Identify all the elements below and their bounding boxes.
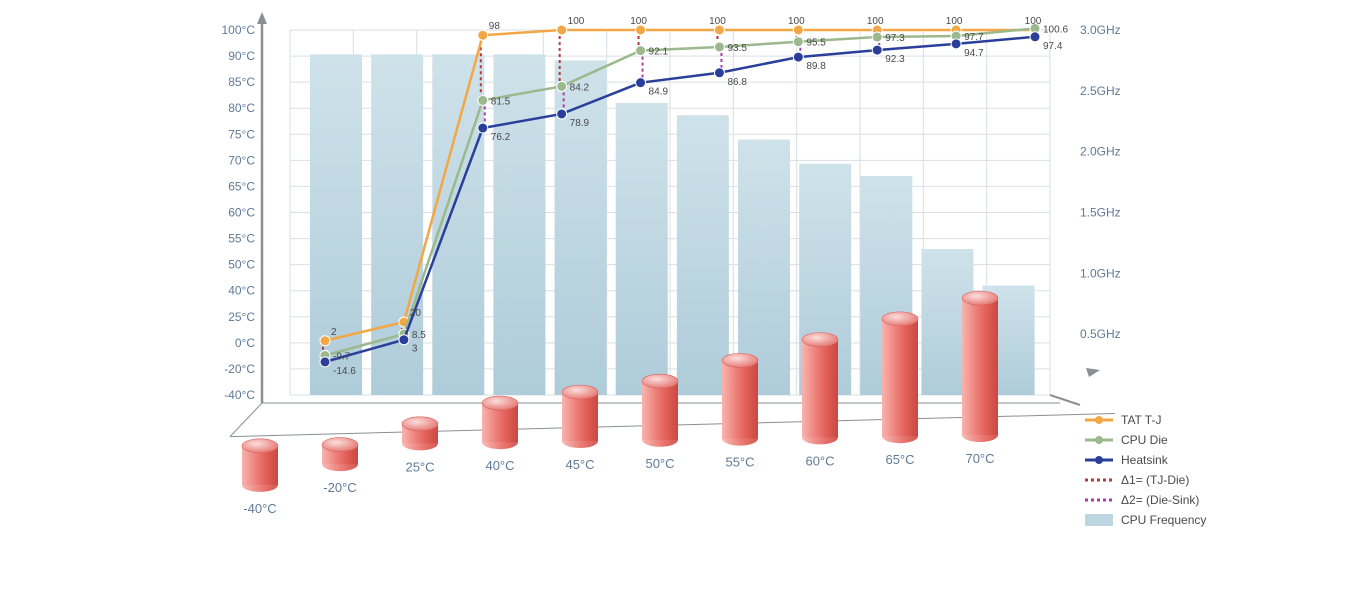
value-label: 100 bbox=[1025, 16, 1042, 27]
heatsink-marker bbox=[714, 68, 724, 78]
value-label: 97.7 bbox=[964, 32, 984, 43]
svg-text:80°C: 80°C bbox=[228, 101, 255, 115]
svg-text:0.5GHz: 0.5GHz bbox=[1080, 327, 1121, 341]
value-label: 81.5 bbox=[491, 96, 511, 107]
cpu-die-marker bbox=[714, 42, 724, 52]
svg-text:50°C: 50°C bbox=[228, 258, 255, 272]
cpu-freq-bar bbox=[677, 115, 729, 395]
legend-label: Δ2= (Die-Sink) bbox=[1121, 493, 1199, 507]
value-label: 2 bbox=[331, 327, 337, 338]
temp-bar bbox=[562, 392, 598, 441]
svg-text:65°C: 65°C bbox=[228, 179, 255, 193]
cpu-freq-bar bbox=[616, 103, 668, 395]
value-label: -9.7 bbox=[333, 352, 351, 363]
value-label: 84.2 bbox=[570, 82, 590, 93]
value-label: 76.2 bbox=[491, 132, 511, 143]
cpu-die-marker bbox=[636, 46, 646, 56]
value-label: 92.3 bbox=[885, 54, 905, 65]
temp-bar bbox=[802, 340, 838, 438]
value-label: 100 bbox=[630, 16, 647, 27]
svg-text:1.0GHz: 1.0GHz bbox=[1080, 266, 1121, 280]
tat-tj-marker bbox=[557, 25, 567, 35]
svg-text:100°C: 100°C bbox=[222, 23, 256, 37]
x-tick-label: 25°C bbox=[405, 459, 434, 474]
svg-text:25°C: 25°C bbox=[228, 310, 255, 324]
svg-text:2.5GHz: 2.5GHz bbox=[1080, 84, 1121, 98]
heatsink-marker bbox=[793, 52, 803, 62]
svg-text:75°C: 75°C bbox=[228, 127, 255, 141]
tat-tj-marker bbox=[478, 30, 488, 40]
x-tick-label: 45°C bbox=[565, 457, 594, 472]
temp-bar bbox=[882, 319, 918, 436]
heatsink-marker bbox=[1030, 32, 1040, 42]
temp-bar bbox=[962, 298, 998, 435]
x-tick-label: 40°C bbox=[485, 458, 514, 473]
thermal-chart: { "type": "combo-3d-bar-and-line", "widt… bbox=[0, 0, 1354, 590]
value-label: 89.8 bbox=[806, 61, 826, 72]
tat-tj-marker bbox=[320, 336, 330, 346]
legend-label: CPU Frequency bbox=[1121, 513, 1206, 527]
value-label: 100.6 bbox=[1043, 24, 1068, 35]
value-label: -14.6 bbox=[333, 366, 356, 377]
value-label: 98 bbox=[489, 21, 501, 32]
heatsink-marker bbox=[951, 39, 961, 49]
value-label: 78.9 bbox=[570, 118, 590, 129]
value-label: 86.8 bbox=[727, 77, 747, 88]
value-label: 100 bbox=[568, 16, 585, 27]
x-tick-label: 55°C bbox=[725, 455, 754, 470]
svg-text:60°C: 60°C bbox=[228, 206, 255, 220]
value-label: 100 bbox=[867, 16, 884, 27]
value-label: 8.5 bbox=[412, 330, 426, 341]
cpu-die-marker bbox=[793, 37, 803, 47]
legend-label: CPU Die bbox=[1121, 433, 1168, 447]
svg-text:2.0GHz: 2.0GHz bbox=[1080, 145, 1121, 159]
svg-text:55°C: 55°C bbox=[228, 232, 255, 246]
heatsink-marker bbox=[399, 335, 409, 345]
value-label: 93.5 bbox=[727, 43, 747, 54]
svg-text:3.0GHz: 3.0GHz bbox=[1080, 23, 1121, 37]
value-label: 100 bbox=[709, 16, 726, 27]
svg-text:40°C: 40°C bbox=[228, 284, 255, 298]
heatsink-marker bbox=[636, 78, 646, 88]
temp-bar bbox=[642, 381, 678, 440]
svg-text:70°C: 70°C bbox=[228, 153, 255, 167]
value-label: 95.5 bbox=[806, 38, 826, 49]
cpu-die-marker bbox=[872, 32, 882, 42]
svg-text:90°C: 90°C bbox=[228, 49, 255, 63]
legend-swatch bbox=[1085, 514, 1113, 526]
cpu-freq-bar bbox=[310, 54, 362, 395]
cpu-die-marker bbox=[478, 95, 488, 105]
legend-label: TAT T-J bbox=[1121, 413, 1161, 427]
value-label: 20 bbox=[410, 308, 422, 319]
x-tick-label: -40°C bbox=[243, 501, 276, 516]
temp-bar bbox=[722, 360, 758, 438]
svg-text:1.5GHz: 1.5GHz bbox=[1080, 206, 1121, 220]
value-label: 94.7 bbox=[964, 48, 984, 59]
x-tick-label: 60°C bbox=[805, 453, 834, 468]
svg-text:85°C: 85°C bbox=[228, 75, 255, 89]
svg-text:-40°C: -40°C bbox=[224, 388, 255, 402]
svg-text:0°C: 0°C bbox=[235, 336, 255, 350]
x-tick-label: 50°C bbox=[645, 456, 674, 471]
legend-label: Δ1= (TJ-Die) bbox=[1121, 473, 1189, 487]
heatsink-marker bbox=[872, 45, 882, 55]
heatsink-marker bbox=[320, 357, 330, 367]
value-label: 100 bbox=[788, 16, 805, 27]
value-label: 84.9 bbox=[649, 87, 669, 98]
heatsink-marker bbox=[557, 109, 567, 119]
cpu-die-marker bbox=[557, 81, 567, 91]
heatsink-marker bbox=[478, 123, 488, 133]
x-tick-label: 70°C bbox=[965, 451, 994, 466]
x-tick-label: -20°C bbox=[323, 480, 356, 495]
value-label: 3 bbox=[412, 344, 418, 355]
legend-label: Heatsink bbox=[1121, 453, 1169, 467]
value-label: 97.3 bbox=[885, 33, 905, 44]
svg-text:-20°C: -20°C bbox=[224, 362, 255, 376]
value-label: 100 bbox=[946, 16, 963, 27]
value-label: 97.4 bbox=[1043, 41, 1063, 52]
value-label: 92.1 bbox=[649, 47, 669, 58]
x-tick-label: 65°C bbox=[885, 452, 914, 467]
